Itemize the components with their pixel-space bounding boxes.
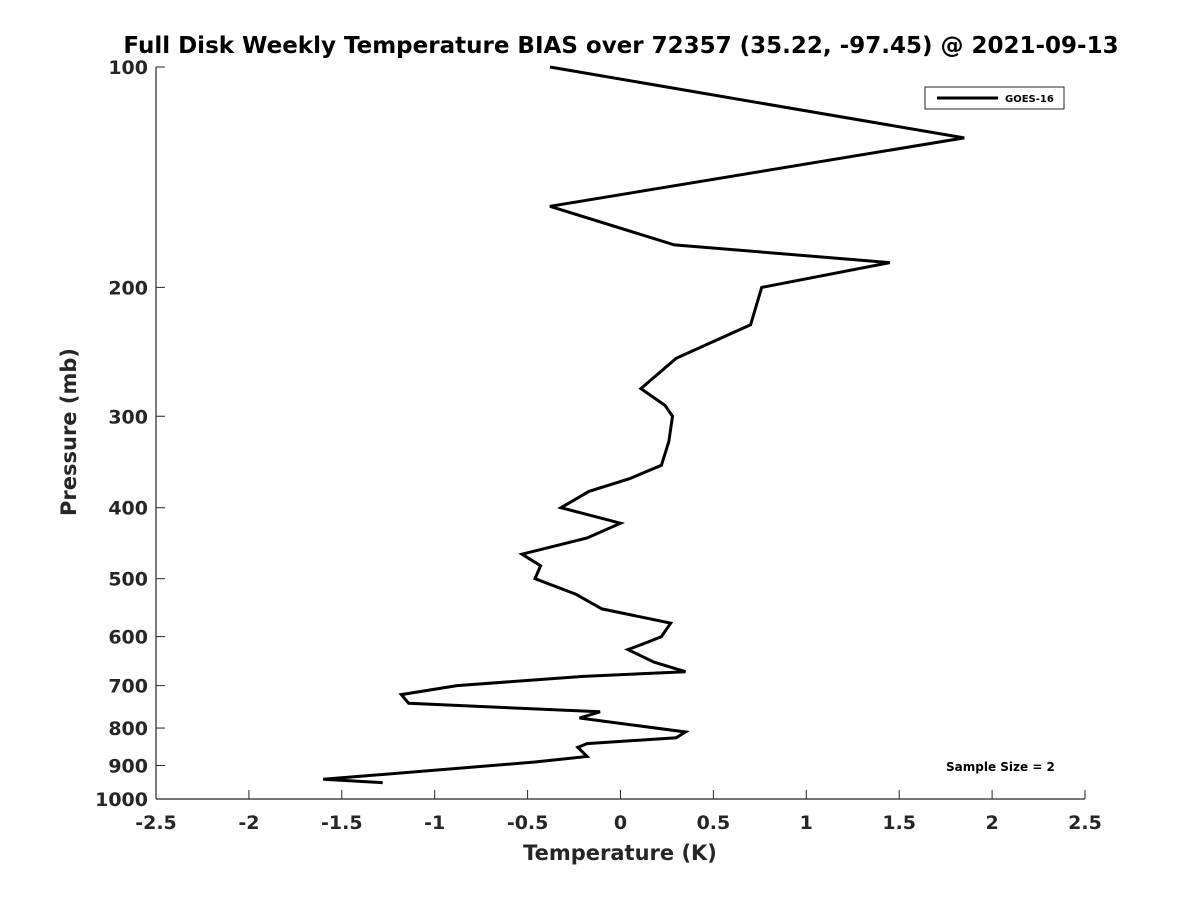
x-tick-label: -2.5 [135,812,177,834]
x-tick-label: 2 [985,812,998,834]
x-tick-label: -2 [238,812,259,834]
legend: GOES-16 [924,86,1065,110]
y-tick-label: 300 [108,406,148,428]
y-axis-label: Pressure (mb) [57,348,81,516]
y-tick-label: 400 [108,498,148,520]
series-group [323,65,965,785]
plot-axes [155,67,1085,800]
y-tick-label: 100 [108,57,148,79]
y-tick-label: 1000 [95,789,148,811]
sample-size-annotation: Sample Size = 2 [946,760,1055,774]
x-tick-label: 0.5 [697,812,731,834]
legend-label: GOES-16 [1005,94,1054,105]
x-tick-label: -1 [424,812,445,834]
chart-title: Full Disk Weekly Temperature BIAS over 7… [123,33,1118,59]
x-tick-label: -1.5 [321,812,363,834]
x-tick-label: 2.5 [1068,812,1102,834]
y-tick-label: 200 [108,277,148,299]
y-tick-label: 700 [108,676,148,698]
x-tick-label: 0 [614,812,627,834]
x-tick-label: -0.5 [507,812,549,834]
y-tick-label: 900 [108,756,148,778]
y-axis-ticks: 100 200 300 400 500 600 700 800 900 1000 [95,57,165,811]
x-tick-label: 1.5 [882,812,916,834]
x-axis-ticks: -2.5 -2 -1.5 -1 -0.5 0 0.5 1 1.5 2 2.5 [135,790,1102,834]
x-tick-label: 1 [800,812,813,834]
y-tick-label: 600 [108,627,148,649]
y-tick-label: 500 [108,569,148,591]
series-line-goes-16 [323,65,965,785]
x-axis-label: Temperature (K) [523,841,717,865]
y-tick-label: 800 [108,718,148,740]
